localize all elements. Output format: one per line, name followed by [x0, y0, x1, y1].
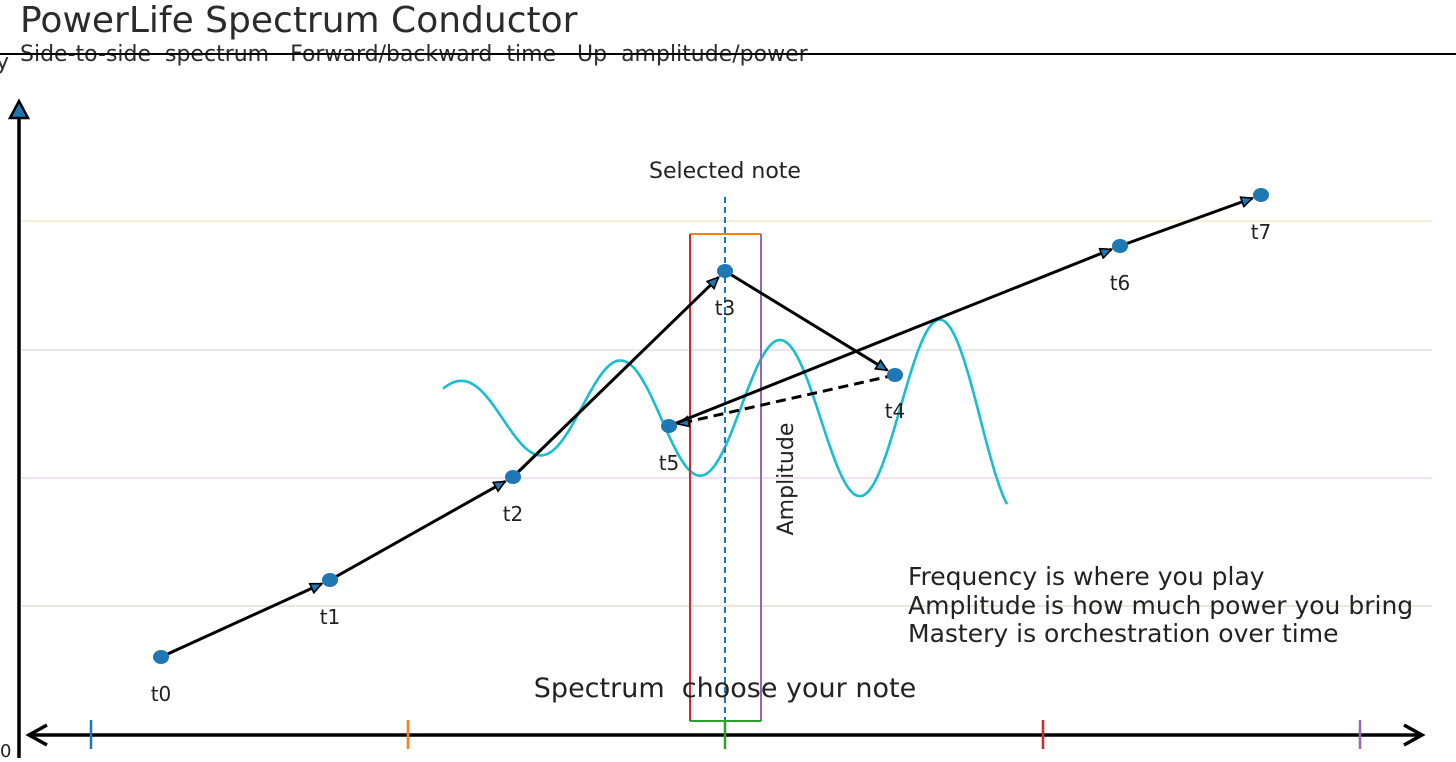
note-line: Amplitude is how much power you bring [908, 591, 1413, 620]
time-point-label: t7 [1251, 220, 1272, 244]
origin-label: 0 [0, 741, 11, 762]
path-segment [160, 582, 322, 659]
path-segment [724, 269, 887, 372]
spectrum-label: Spectrum choose your note [534, 673, 916, 704]
path-segment [668, 249, 1112, 428]
path-segment-dashed [678, 373, 896, 424]
path-segment [511, 277, 719, 479]
time-point-label: t1 [320, 605, 341, 629]
time-point-label: t0 [151, 682, 172, 706]
time-path: t0 t1 t2 t3 t4 t5 t6 t7 [151, 188, 1272, 706]
note-line: Frequency is where you play [908, 562, 1265, 591]
time-point-t7 [1253, 188, 1269, 202]
time-point-t5 [661, 419, 677, 433]
time-point-t0 [153, 650, 169, 664]
time-point-label: t6 [1110, 271, 1131, 295]
time-point-label: t4 [885, 399, 906, 423]
time-point-label: t3 [715, 296, 736, 320]
notes-block: Frequency is where you play Amplitude is… [908, 562, 1413, 648]
x-axis-left-arrowhead [25, 723, 48, 747]
y-axis-label-fragment: y [0, 50, 10, 75]
time-point-t3 [717, 264, 733, 278]
page-title: PowerLife Spectrum Conductor [20, 0, 578, 41]
amplitude-label: Amplitude [774, 423, 799, 536]
selected-note-box [689, 233, 762, 722]
note-line: Mastery is orchestration over time [908, 619, 1338, 648]
time-point-label: t2 [503, 502, 524, 526]
path-segment [329, 480, 505, 582]
time-point-t6 [1112, 239, 1128, 253]
selected-note-label: Selected note [649, 159, 801, 184]
time-point-label: t5 [659, 451, 680, 475]
grid-lines [22, 220, 1432, 607]
path-segment [1119, 198, 1253, 248]
x-axis-right-arrowhead [1403, 723, 1426, 747]
spectrum-ticks [89, 720, 1362, 749]
y-axis-arrowhead [7, 98, 31, 120]
time-point-t4 [887, 368, 903, 382]
time-point-t2 [505, 470, 521, 484]
time-point-t1 [322, 573, 338, 587]
